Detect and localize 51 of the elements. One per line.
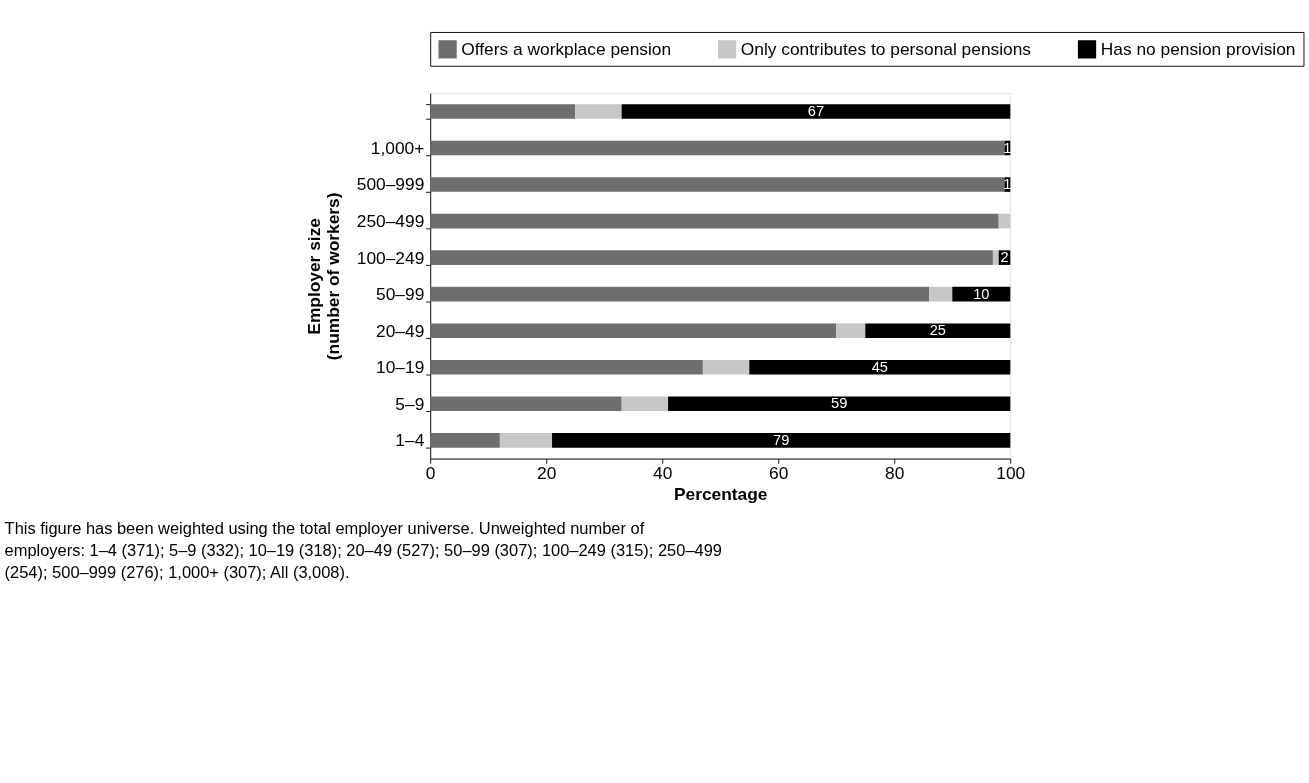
bar	[749, 359, 1011, 375]
bar	[430, 213, 999, 229]
bar	[575, 104, 622, 119]
legend-label: Only contributes to personal pensions	[740, 38, 1032, 59]
x-tick-label: 60	[769, 463, 789, 484]
data-label: 2	[1000, 249, 1009, 266]
x-tick-label: 0	[425, 463, 436, 484]
data-label: 25	[929, 322, 946, 339]
data-label: 59	[831, 395, 848, 412]
legend-label: Has no pension provision	[1100, 38, 1296, 59]
bar	[552, 433, 1011, 448]
y-tick-label: 5–9	[395, 393, 425, 414]
data-label: 45	[871, 358, 888, 375]
bar	[998, 213, 1011, 229]
bar	[865, 323, 1011, 339]
y-tick-label: 500–999	[356, 174, 425, 195]
bar	[430, 396, 622, 412]
data-label: 67	[807, 103, 825, 120]
bar	[499, 433, 553, 448]
y-tick-label: 20–49	[376, 320, 425, 341]
bar	[430, 177, 1005, 192]
y-tick-label: 50–99	[376, 284, 425, 305]
bar	[929, 286, 953, 302]
bar	[836, 323, 866, 339]
y-tick-label: 10–19	[376, 357, 425, 378]
bar	[702, 359, 750, 375]
y-tick-label: 250–499	[356, 211, 425, 232]
data-label: 10	[973, 285, 990, 302]
bar	[430, 286, 930, 302]
x-axis-title: Percentage	[673, 484, 768, 505]
legend-label: Offers a workplace pension	[461, 38, 672, 59]
bar	[430, 250, 993, 265]
bar	[430, 433, 500, 448]
data-label: 79	[773, 431, 790, 448]
bar	[992, 250, 999, 265]
y-tick-label: 1,000+	[370, 137, 425, 158]
x-tick-label: 20	[537, 463, 557, 484]
y-tick-label: 100–249	[356, 247, 425, 268]
bar	[430, 140, 1005, 156]
x-tick-label: 80	[885, 463, 905, 484]
text: This figure has been weighted using the total employer universe. Unweighted number of employers: 1–4 (371); 5–9 (332); 10–19 (318); 20–49 (527); 50–99 (307); 100–249 (315); 250–499 (254); 500–999 (276); 1,000+ (307); All (3,008).	[4, 519, 722, 582]
y-axis-title: Employer size (number of workers)	[304, 192, 344, 361]
bar	[430, 104, 576, 119]
x-tick-label: 100	[996, 463, 1026, 484]
bar	[430, 323, 837, 339]
bar	[621, 396, 669, 412]
bar	[621, 104, 1011, 119]
y-tick-label: 1–4	[395, 430, 425, 451]
bar	[430, 359, 703, 375]
x-tick-label: 40	[653, 463, 673, 484]
bar	[668, 396, 1011, 412]
